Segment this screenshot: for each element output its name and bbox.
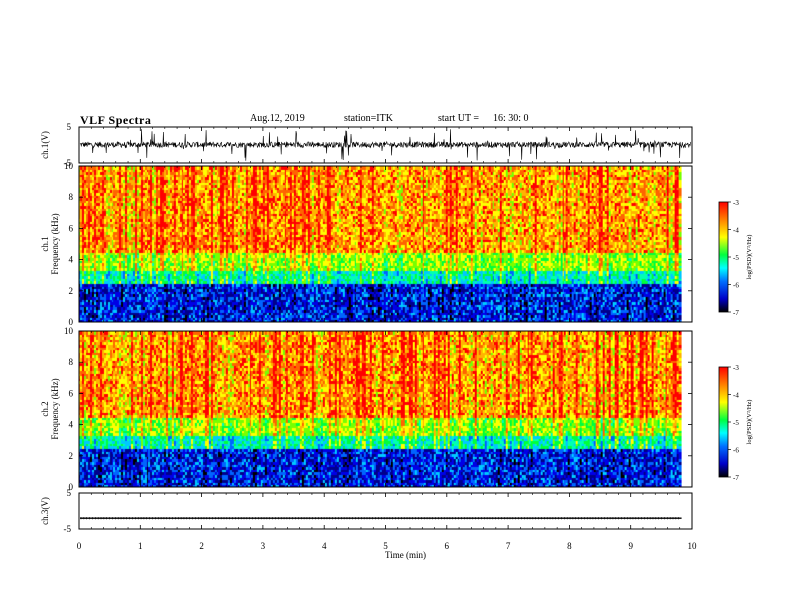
y-tick-label: 5 [67, 488, 72, 498]
colorbar-tick-label: -5 [733, 254, 739, 262]
colorbar-tick-label: -4 [733, 392, 739, 400]
colorbar-tick-label: -3 [733, 199, 739, 207]
y-tick-label: 10 [64, 326, 74, 336]
colorbar-label: log(PSD)(V²/Hz) [746, 235, 753, 280]
y-tick-label: 2 [69, 286, 74, 296]
y-tick-label: -5 [64, 524, 72, 534]
y-tick-label: 4 [69, 420, 74, 430]
x-tick-label: 10 [688, 541, 698, 551]
start-ut-label: start UT = [438, 113, 480, 124]
y-tick-label: 6 [69, 223, 74, 233]
colorbar-tick-label: -3 [733, 364, 739, 372]
colorbar-tick-label: -5 [733, 419, 739, 427]
y-tick-label: -5 [64, 158, 72, 168]
y-axis-label: ch.3(V) [40, 497, 50, 525]
x-tick-label: 7 [506, 541, 511, 551]
y-tick-label: 10 [64, 161, 74, 171]
colorbar-tick-label: -4 [733, 227, 739, 235]
colorbar-tick-label: -6 [733, 282, 739, 290]
x-tick-label: 6 [445, 541, 450, 551]
ch1-spectrogram-panel: 0 2 4 6 8 10 ch.1 Frequency (kHz) -3 -4 -5 -6 -7 log(… [40, 161, 753, 327]
colorbar [718, 201, 729, 313]
colorbar-label: log(PSD)(V²/Hz) [746, 400, 753, 445]
y-tick-label: 6 [69, 388, 74, 398]
date-label: Aug.12, 2019 [250, 113, 305, 124]
x-tick-label: 3 [261, 541, 266, 551]
x-tick-label: 1 [138, 541, 143, 551]
ch3-waveform-panel-frame [78, 492, 693, 530]
y-tick-label: 0 [69, 482, 74, 492]
y-tick-label: 4 [69, 255, 74, 265]
x-tick-label: 4 [322, 541, 327, 551]
y-tick-label: 0 [69, 317, 74, 327]
colorbar-tick-label: -7 [733, 309, 739, 317]
x-tick-label: 2 [199, 541, 204, 551]
ch2-spectrogram-panel: 0 2 4 6 8 10 ch.2 Frequency (kHz) -3 -4 -5 -6 -7 log(… [40, 326, 753, 492]
y-tick-label: 8 [69, 357, 74, 367]
ch1-waveform-line [79, 129, 691, 161]
x-axis-label: Time (min) [385, 550, 426, 560]
ch1-spectrogram-panel-image [79, 166, 682, 322]
colorbar [718, 366, 729, 478]
y-axis-label-channel: ch.1 [40, 236, 50, 251]
x-tick-label: 8 [567, 541, 572, 551]
x-tick-label: 5 [383, 541, 388, 551]
station-label: station=ITK [344, 113, 393, 124]
start-ut-value: 16: 30: 0 [493, 113, 529, 124]
colorbar-tick-label: -7 [733, 474, 739, 482]
x-tick-label: 0 [77, 541, 82, 551]
ch2-spectrogram-panel-image [79, 331, 682, 487]
y-axis-label-frequency: Frequency (kHz) [50, 213, 60, 274]
y-axis-label: ch.1(V) [40, 131, 50, 159]
y-tick-label: 8 [69, 192, 74, 202]
y-axis-label-channel: ch.2 [40, 401, 50, 416]
colorbar-tick-label: -6 [733, 447, 739, 455]
y-tick-label: 2 [69, 451, 74, 461]
x-tick-label: 9 [628, 541, 633, 551]
y-tick-label: 5 [67, 122, 72, 132]
y-axis-label-frequency: Frequency (kHz) [50, 378, 60, 439]
plot-title: VLF Spectra [80, 113, 152, 127]
